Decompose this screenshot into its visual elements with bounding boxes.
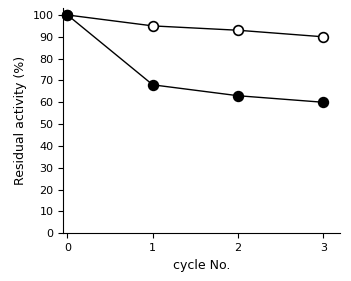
Y-axis label: Residual activity (%): Residual activity (%) — [14, 56, 27, 185]
X-axis label: cycle No.: cycle No. — [173, 259, 231, 271]
